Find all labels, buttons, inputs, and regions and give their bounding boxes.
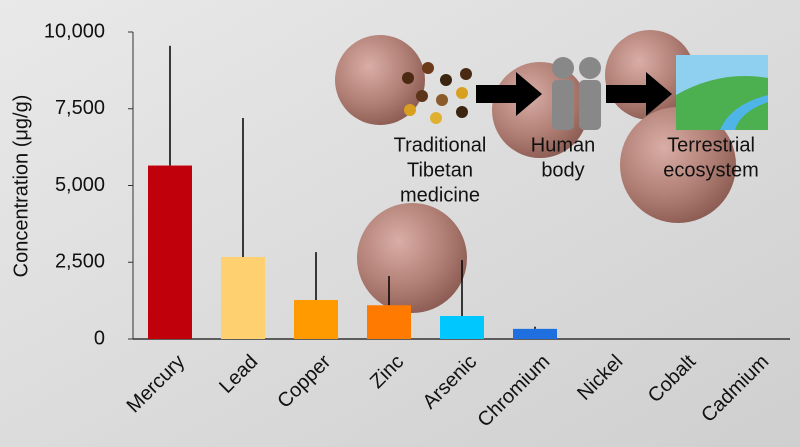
- bar: [148, 165, 192, 339]
- y-tick-label: 7,500: [55, 97, 105, 119]
- annotation: Traditional: [394, 134, 487, 156]
- y-axis-label: Concentration (μg/g): [10, 95, 32, 278]
- y-tick-label: 0: [94, 327, 105, 349]
- bar: [221, 257, 265, 339]
- annotation: Human: [531, 134, 595, 156]
- bar: [367, 305, 411, 339]
- y-tick-label: 5,000: [55, 174, 105, 196]
- annotation: body: [541, 159, 584, 181]
- annotation: Terrestrial: [667, 134, 755, 156]
- annotation: Tibetan: [407, 159, 473, 181]
- annotation: ecosystem: [663, 159, 759, 181]
- y-tick-label: 2,500: [55, 251, 105, 273]
- icons: [402, 55, 768, 130]
- bar: [513, 328, 557, 339]
- y-tick-label: 10,000: [44, 20, 105, 42]
- bar: [440, 315, 484, 339]
- bar: [294, 300, 338, 339]
- annotation: medicine: [400, 184, 480, 206]
